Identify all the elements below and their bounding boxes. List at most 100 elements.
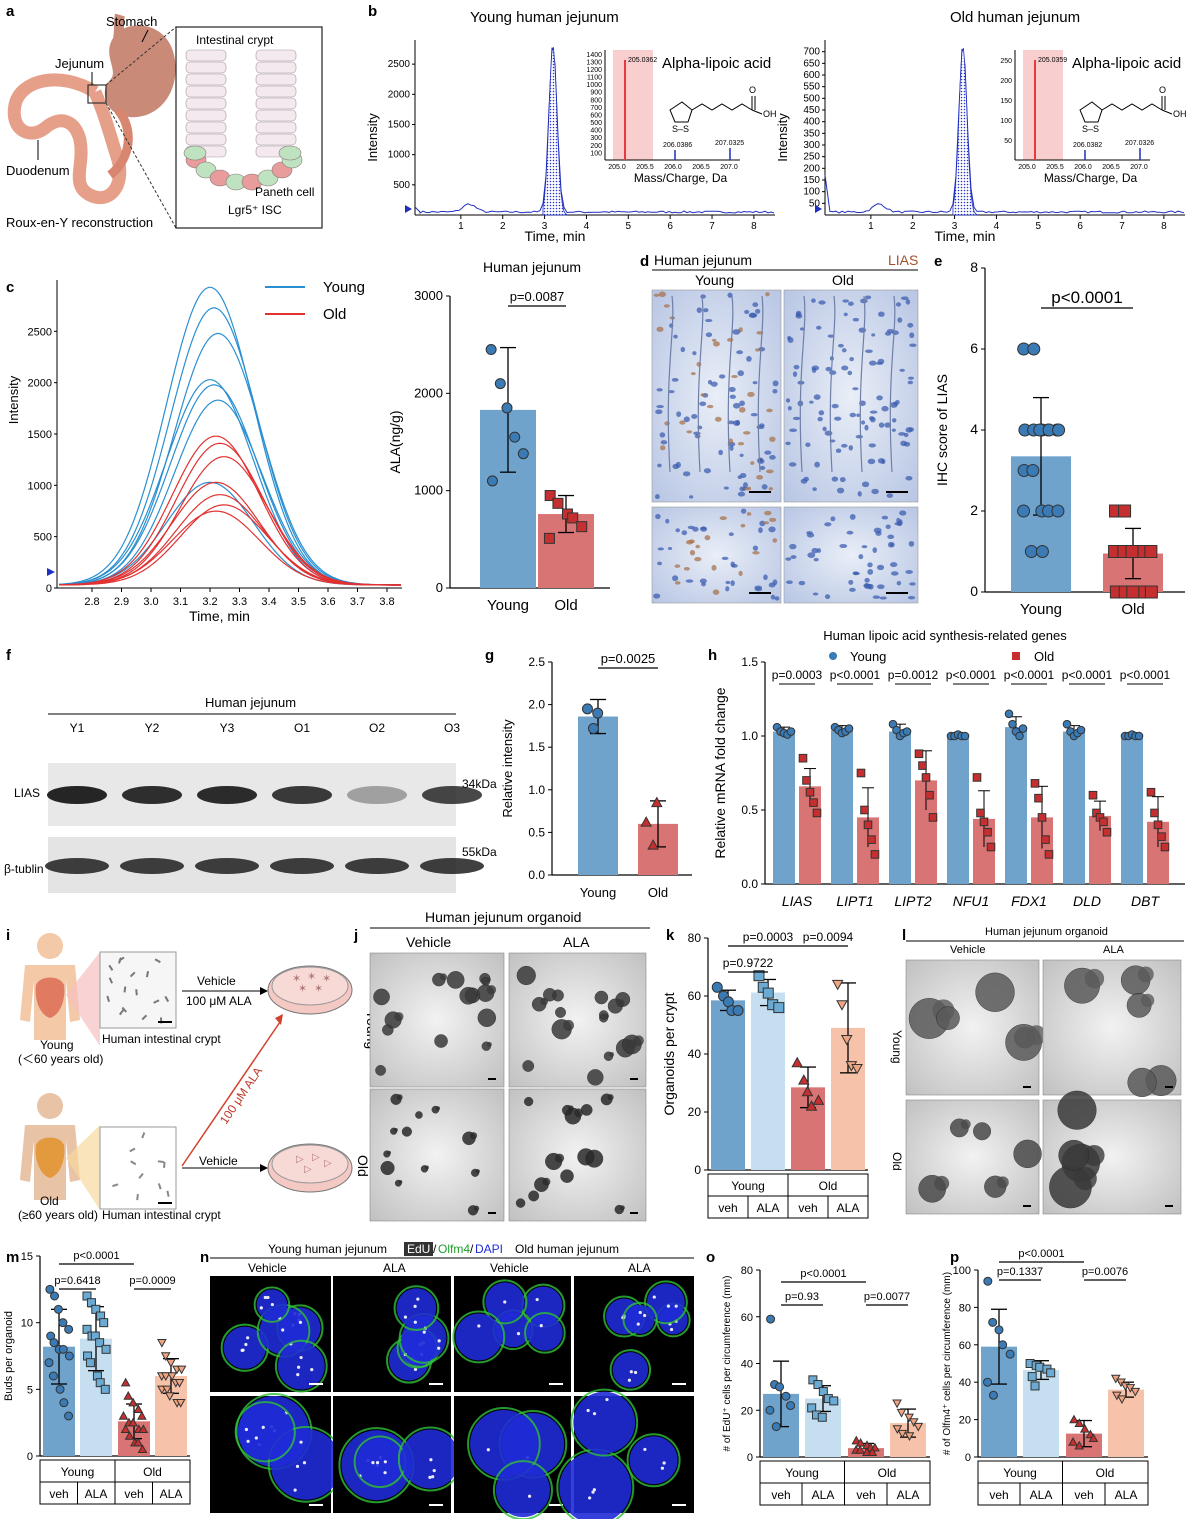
nucleus	[718, 449, 724, 456]
nucleus	[763, 574, 768, 581]
edu-positive-nucleus	[263, 1295, 267, 1300]
edu-positive-nucleus	[299, 1355, 303, 1360]
blot-row-tubulin: β-tublin	[4, 862, 44, 876]
old-body-illustration	[20, 1093, 80, 1200]
y-tick-label: 150	[803, 175, 820, 186]
data-point	[844, 724, 854, 733]
nucleus	[744, 309, 750, 315]
organoid-bud	[960, 1119, 971, 1130]
nucleus	[728, 438, 734, 445]
p-value-label: p=0.0094	[803, 930, 854, 944]
nucleus	[840, 443, 848, 448]
panel-g-blot-quant-chart: g 0.0 0.5 1.0 1.5 2.0 2.5 Relative intensity Yo…	[485, 647, 692, 900]
data-point	[840, 1035, 853, 1046]
nucleus	[714, 416, 722, 422]
ihc-young-overview	[651, 289, 782, 503]
y-tick-label: 500	[34, 532, 52, 544]
paneth-label: Paneth cell	[255, 185, 314, 199]
group-label: Young	[785, 1466, 819, 1480]
x-axis-label: Time, min	[935, 228, 996, 244]
nucleus	[879, 596, 887, 600]
vehicle-label-2: Vehicle	[199, 1154, 238, 1168]
bar	[1108, 1389, 1144, 1457]
data-point	[64, 1411, 74, 1421]
blot-row-lias: LIAS	[14, 786, 40, 800]
blot-lane-label: O1	[294, 721, 310, 735]
nucleus	[847, 370, 853, 376]
y-tick-label: 0	[436, 580, 443, 595]
y-tick-label: 1.0	[741, 729, 758, 743]
data-point	[99, 1318, 109, 1328]
nucleus	[807, 552, 816, 558]
epithelial-cell	[185, 61, 227, 74]
data-point	[160, 1372, 171, 1382]
group-label: Young	[1003, 1466, 1037, 1480]
panel-a: a Stomach Jejunum Duodenum Roux-en-Y rec…	[6, 3, 323, 230]
organoid-bud	[486, 977, 491, 983]
x-tick-label: 3.1	[173, 596, 188, 608]
blot-band-lias	[422, 786, 482, 804]
nucleus	[739, 400, 745, 407]
edu-positive-nucleus	[297, 1365, 301, 1369]
x-tick-label: 2	[500, 221, 506, 232]
molecule-oh: OH	[1173, 109, 1187, 119]
treatment-label: veh	[1074, 1488, 1093, 1502]
category-label: Old	[554, 597, 577, 614]
treatment-label: ALA	[160, 1487, 183, 1501]
crypt-particle	[118, 1009, 125, 1016]
nucleus	[843, 312, 848, 317]
crypt-epithelium	[183, 49, 303, 191]
nucleus	[674, 564, 681, 568]
y-tick-label: 40	[741, 1359, 753, 1371]
dish-organoid: ✶	[307, 971, 316, 983]
y-tick-label: 1.5	[528, 740, 545, 754]
dish-organoid: ✶	[322, 973, 331, 985]
organoid-bud	[425, 1165, 429, 1170]
crypt-particle	[135, 989, 138, 996]
gene-label: FDX1	[1011, 893, 1047, 909]
nucleus	[898, 432, 906, 436]
crypt-particle	[121, 1006, 128, 1013]
nucleus	[727, 292, 733, 298]
nucleus	[822, 426, 827, 432]
data-point	[1046, 1368, 1056, 1378]
nucleus	[723, 486, 729, 490]
data-point	[58, 1318, 68, 1328]
nucleus	[654, 494, 660, 500]
nucleus	[729, 394, 736, 399]
y-tick-label: 2.0	[528, 698, 545, 712]
y-axis-label: Relative mRNA fold change	[712, 687, 728, 858]
nucleus	[747, 391, 755, 397]
nucleus	[897, 317, 903, 323]
crypt-particle	[123, 986, 127, 993]
panel-d-title: Human jejunum	[654, 252, 752, 268]
edu-positive-nucleus	[643, 1313, 647, 1318]
p-value-label: p=0.0077	[864, 1291, 910, 1303]
y-axis-label: Intensity	[775, 113, 790, 162]
data-point	[44, 1358, 54, 1368]
nucleus	[665, 518, 670, 524]
organoid-bud	[607, 1094, 614, 1101]
nucleus	[861, 545, 868, 549]
edu-positive-nucleus	[383, 1471, 387, 1475]
group-label: Young	[731, 1179, 765, 1193]
data-point	[552, 497, 564, 509]
x-tick-label: 1	[458, 221, 464, 232]
panel-d-stain: LIAS	[888, 252, 918, 268]
x-tick-label: 6	[667, 221, 673, 232]
nucleus	[827, 334, 835, 338]
nucleus	[855, 434, 863, 439]
organoid-bud	[398, 1180, 403, 1184]
nucleus	[835, 448, 842, 454]
organoid-bud	[1073, 1166, 1097, 1191]
organoid-bud	[934, 1175, 950, 1191]
chromatogram-young: 500 1000 1500 2000 2500 1 2 3 4 5 6 7 8 Intensity Time…	[365, 40, 777, 244]
group-label: Old	[819, 1179, 838, 1193]
x-tick-label: 3	[542, 221, 548, 232]
dapi-label: DAPI	[475, 1242, 503, 1256]
nucleus	[755, 308, 761, 314]
nucleus	[846, 530, 854, 535]
nucleus	[813, 557, 819, 562]
nucleus	[750, 461, 755, 465]
y-axis-label: IHC score of LIAS	[934, 374, 950, 486]
